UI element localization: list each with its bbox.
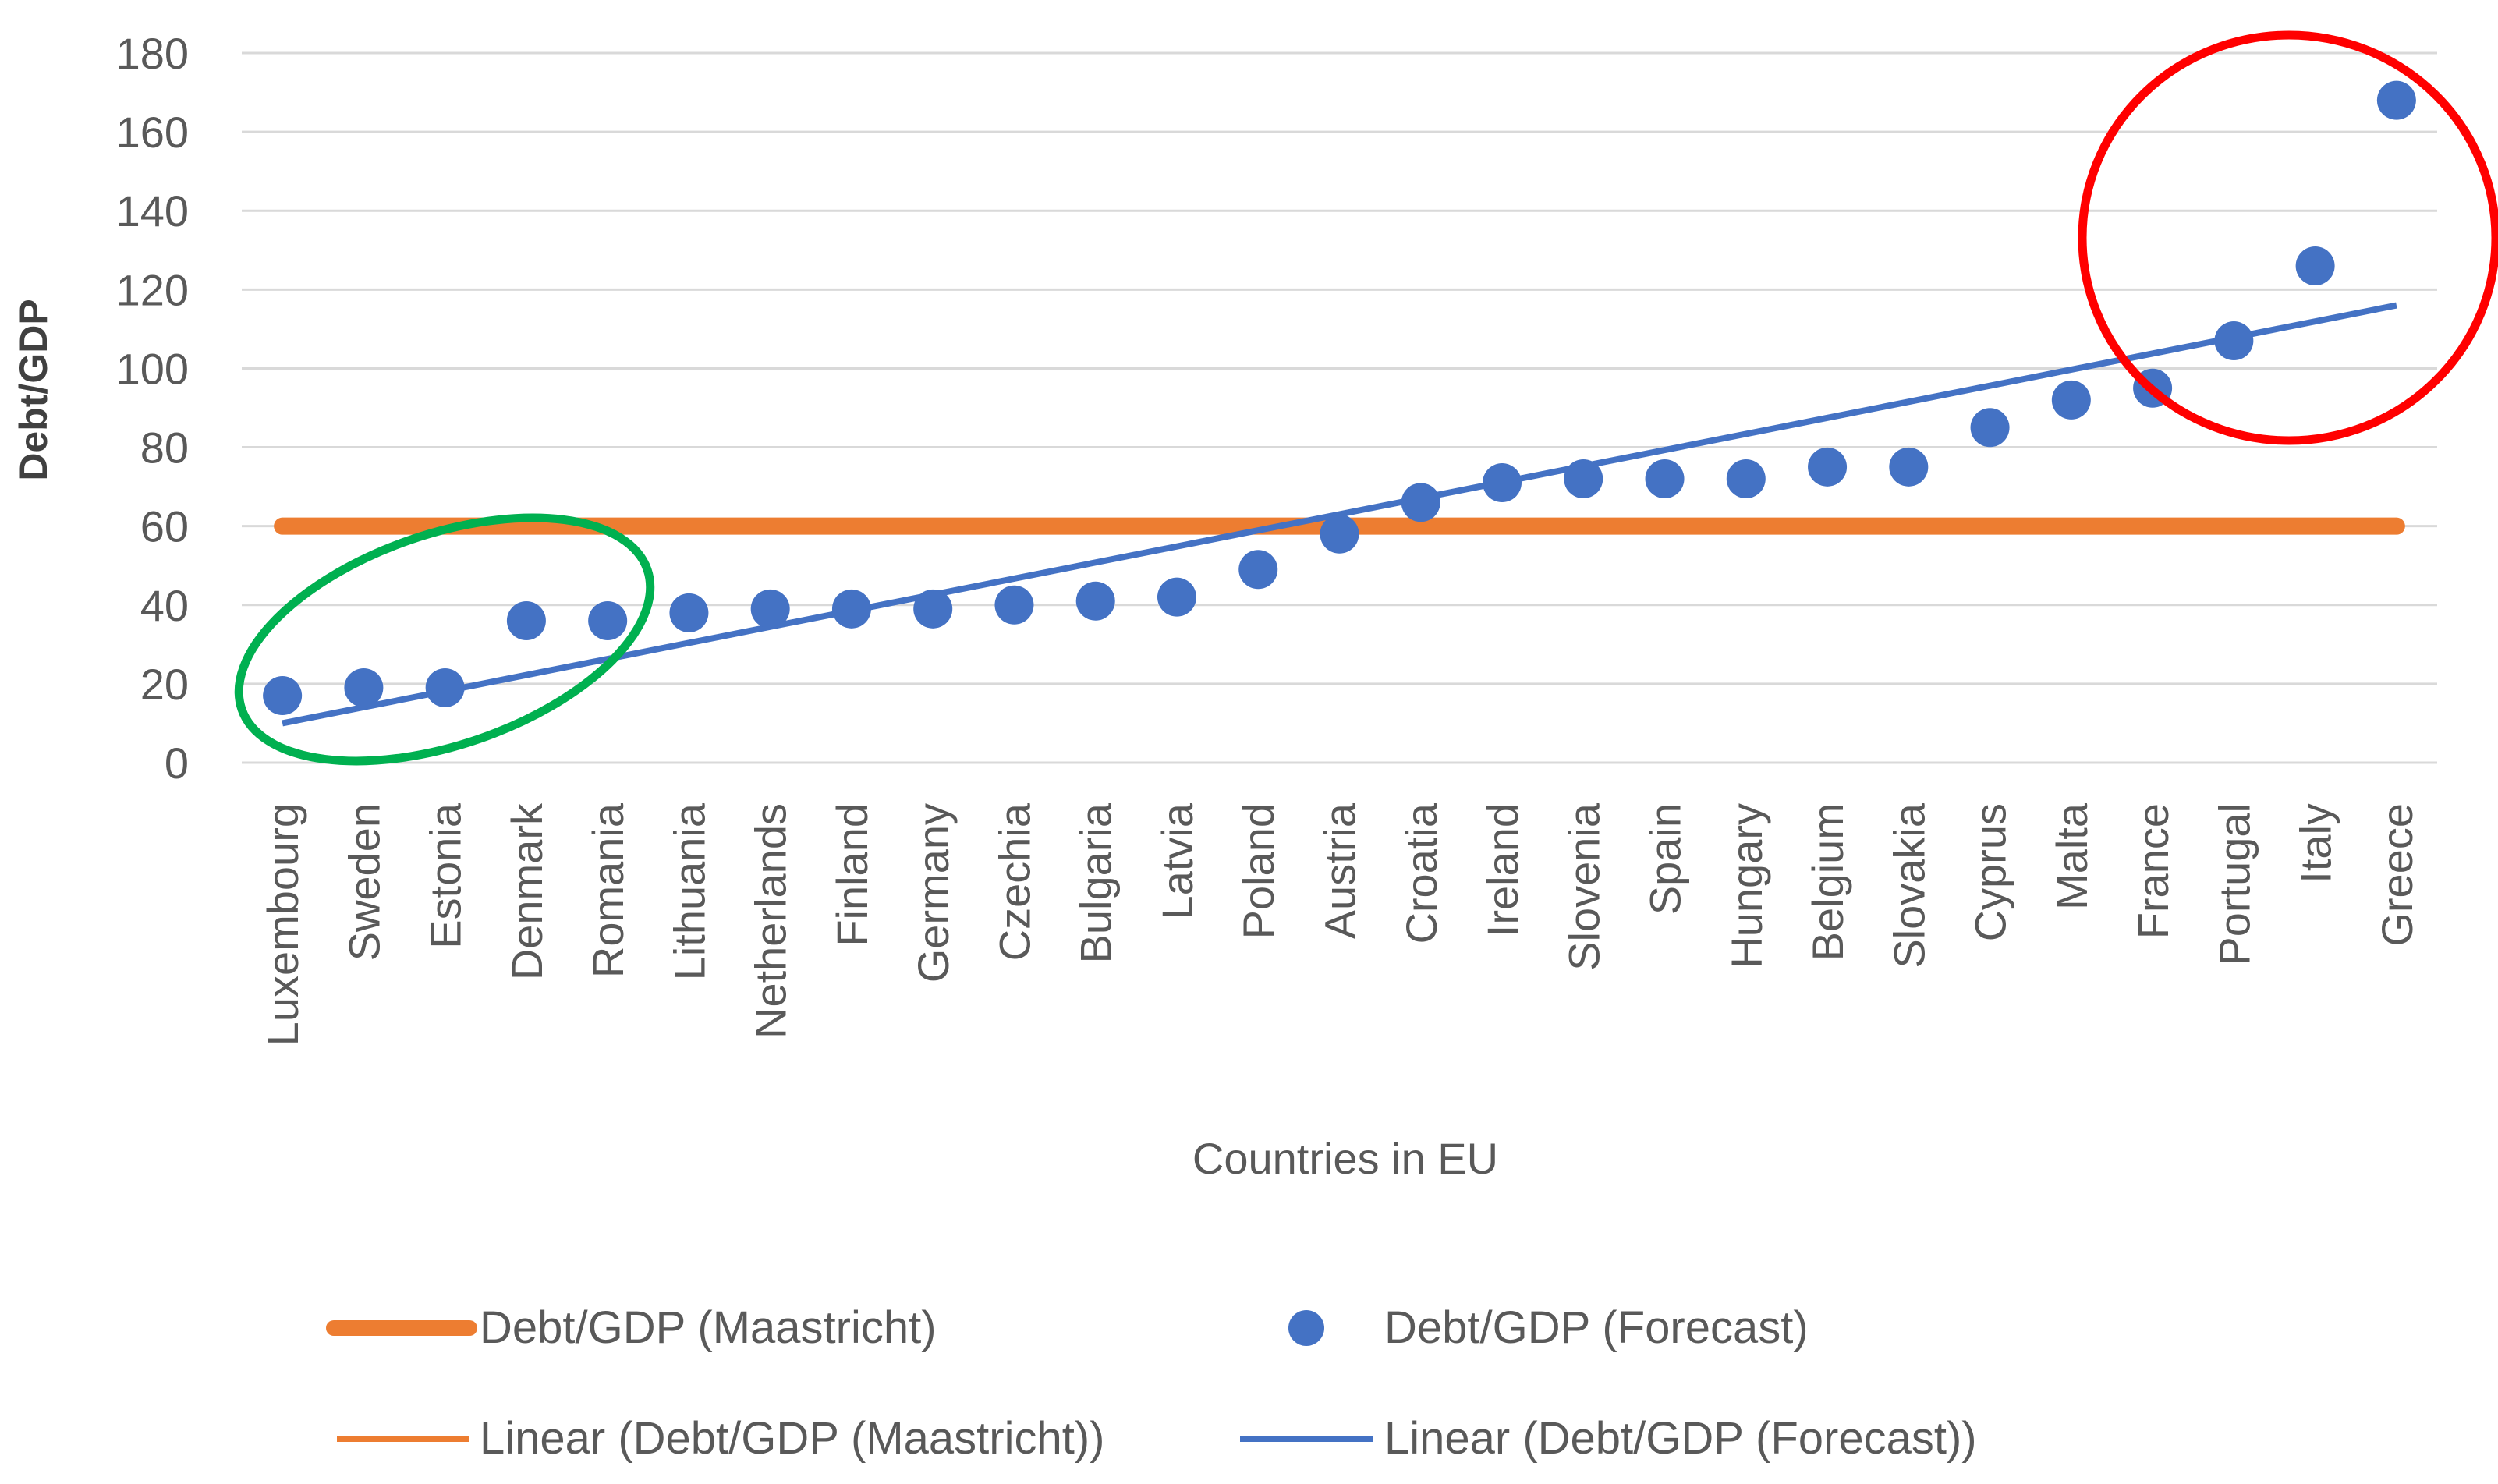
x-tick-label-greece: Greece <box>2372 803 2422 947</box>
x-tick-label-poland: Poland <box>1234 803 1283 939</box>
x-tick-label-estonia: Estonia <box>421 802 470 949</box>
point-germany <box>913 589 953 629</box>
point-croatia <box>1401 483 1440 522</box>
point-czechia <box>994 585 1034 625</box>
x-tick-label-latvia: Latvia <box>1153 802 1202 919</box>
point-luxembourg <box>263 676 303 716</box>
x-tick-label-luxembourg: Luxembourg <box>258 803 307 1046</box>
x-tick-label-hungary: Hungary <box>1722 803 1771 969</box>
point-romania <box>588 601 628 640</box>
x-tick-label-ireland: Ireland <box>1478 803 1527 937</box>
y-tick-label-160: 160 <box>116 108 189 157</box>
x-tick-label-bulgaria: Bulgaria <box>1072 802 1121 963</box>
point-spain <box>1645 459 1685 498</box>
y-tick-label-20: 20 <box>140 660 189 709</box>
x-tick-label-croatia: Croatia <box>1397 802 1446 944</box>
x-tick-label-czechia: Czechia <box>990 802 1039 961</box>
legend-label-maastricht: Debt/GDP (Maastricht) <box>480 1302 937 1353</box>
point-slovenia <box>1564 459 1603 498</box>
y-tick-label-180: 180 <box>116 29 189 78</box>
x-tick-label-slovakia: Slovakia <box>1884 802 1933 969</box>
legend-label-forecast: Debt/GDP (Forecast) <box>1384 1302 1809 1353</box>
x-tick-label-denmark: Denmark <box>502 802 551 980</box>
x-tick-label-romania: Romania <box>583 802 632 978</box>
point-bulgaria <box>1075 581 1115 621</box>
y-tick-label-40: 40 <box>140 581 189 630</box>
x-tick-label-portugal: Portugal <box>2209 803 2259 966</box>
x-tick-label-sweden: Sweden <box>339 803 388 961</box>
x-tick-label-france: France <box>2128 803 2177 939</box>
point-slovakia <box>1889 447 1929 487</box>
point-cyprus <box>1970 408 2010 448</box>
point-finland <box>831 589 871 629</box>
annotations <box>234 30 2498 766</box>
point-sweden <box>344 668 384 707</box>
x-tick-label-malta: Malta <box>2047 802 2096 910</box>
x-tick-label-belgium: Belgium <box>1803 803 1852 961</box>
legend-label-linear-forecast: Linear (Debt/GDP (Forecast)) <box>1384 1413 1977 1464</box>
y-tick-label-60: 60 <box>140 502 189 551</box>
y-tick-label-140: 140 <box>116 186 189 236</box>
x-axis-ticks: Luxembourg Sweden Estonia Denmark Romania Lit… <box>258 802 2422 1046</box>
red-ellipse-high-debt <box>2078 30 2498 445</box>
y-axis-title: Debt/GDP <box>12 299 55 480</box>
point-ireland <box>1483 463 1522 503</box>
x-tick-label-italy: Italy <box>2291 803 2340 884</box>
point-poland <box>1238 550 1278 590</box>
y-tick-label-100: 100 <box>116 344 189 393</box>
point-lithuania <box>669 593 709 632</box>
legend-label-linear-maastricht: Linear (Debt/GDP (Maastricht)) <box>480 1413 1105 1464</box>
y-tick-label-80: 80 <box>140 423 189 473</box>
x-axis-title: Countries in EU <box>1192 1134 1498 1183</box>
point-hungary <box>1726 459 1766 498</box>
y-tick-label-120: 120 <box>116 265 189 314</box>
point-estonia <box>425 668 465 707</box>
legend-swatch-forecast <box>1288 1310 1324 1346</box>
point-belgium <box>1808 447 1848 487</box>
gridlines <box>242 51 2437 764</box>
x-tick-label-germany: Germany <box>909 803 958 983</box>
point-austria <box>1320 514 1359 554</box>
x-tick-label-spain: Spain <box>1641 803 1690 915</box>
point-greece <box>2376 80 2416 120</box>
point-malta <box>2051 380 2091 420</box>
x-tick-label-austria: Austria <box>1316 802 1365 939</box>
point-denmark <box>506 601 546 640</box>
point-portugal <box>2214 321 2254 361</box>
x-tick-label-finland: Finland <box>827 803 877 947</box>
point-netherlands <box>750 589 790 629</box>
green-ellipse-low-debt <box>234 513 655 766</box>
point-latvia <box>1157 577 1196 617</box>
x-tick-label-cyprus: Cyprus <box>1966 803 2015 941</box>
x-tick-label-slovenia: Slovenia <box>1559 802 1608 971</box>
x-tick-label-netherlands: Netherlands <box>746 803 795 1039</box>
trendline-forecast <box>282 302 2397 727</box>
y-axis-ticks: 0 20 40 60 80 100 120 140 160 180 <box>116 29 189 788</box>
plot-area <box>263 80 2416 727</box>
y-tick-label-0: 0 <box>165 738 189 788</box>
point-italy <box>2295 246 2335 285</box>
x-tick-label-lithuania: Lithuania <box>664 802 714 980</box>
legend: Debt/GDP (Maastricht) Debt/GDP (Forecast… <box>326 1302 1977 1464</box>
